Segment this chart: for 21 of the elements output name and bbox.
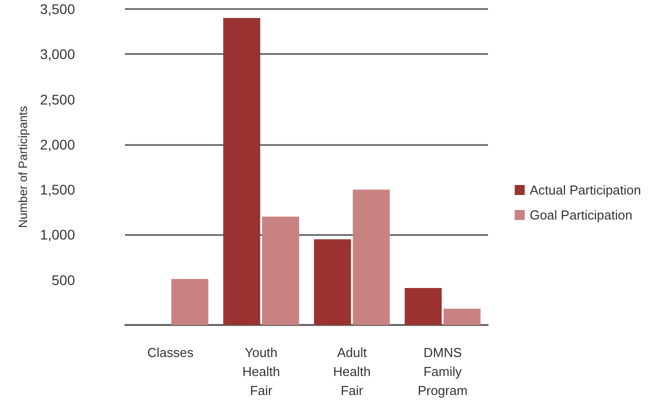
bar [352,190,390,325]
x-tick-label: Adult Health Fair [333,345,371,398]
bar [223,18,260,325]
bar [171,278,208,325]
y-tick-label: 2,500 [40,91,76,108]
y-tick-label: 1,000 [40,226,76,243]
bar [444,308,481,325]
y-tick-label: 3,500 [40,1,76,17]
bar [262,216,300,325]
y-axis-title: Number of Participants [16,106,30,228]
y-tick-label: 1,500 [40,182,76,198]
legend-label: Goal Participation [530,208,632,222]
x-tick-label: Youth Health Fair [242,345,280,398]
x-tick-label: DMNS Family Program [418,345,468,398]
bar [314,239,351,325]
bar [404,288,442,325]
y-tick-label: 3,000 [40,46,76,62]
legend-label: Actual Participation [530,182,641,198]
y-tick-label: 500 [52,272,76,288]
y-tick-label: 2,000 [40,136,76,152]
x-tick-label: Classes [147,345,194,360]
